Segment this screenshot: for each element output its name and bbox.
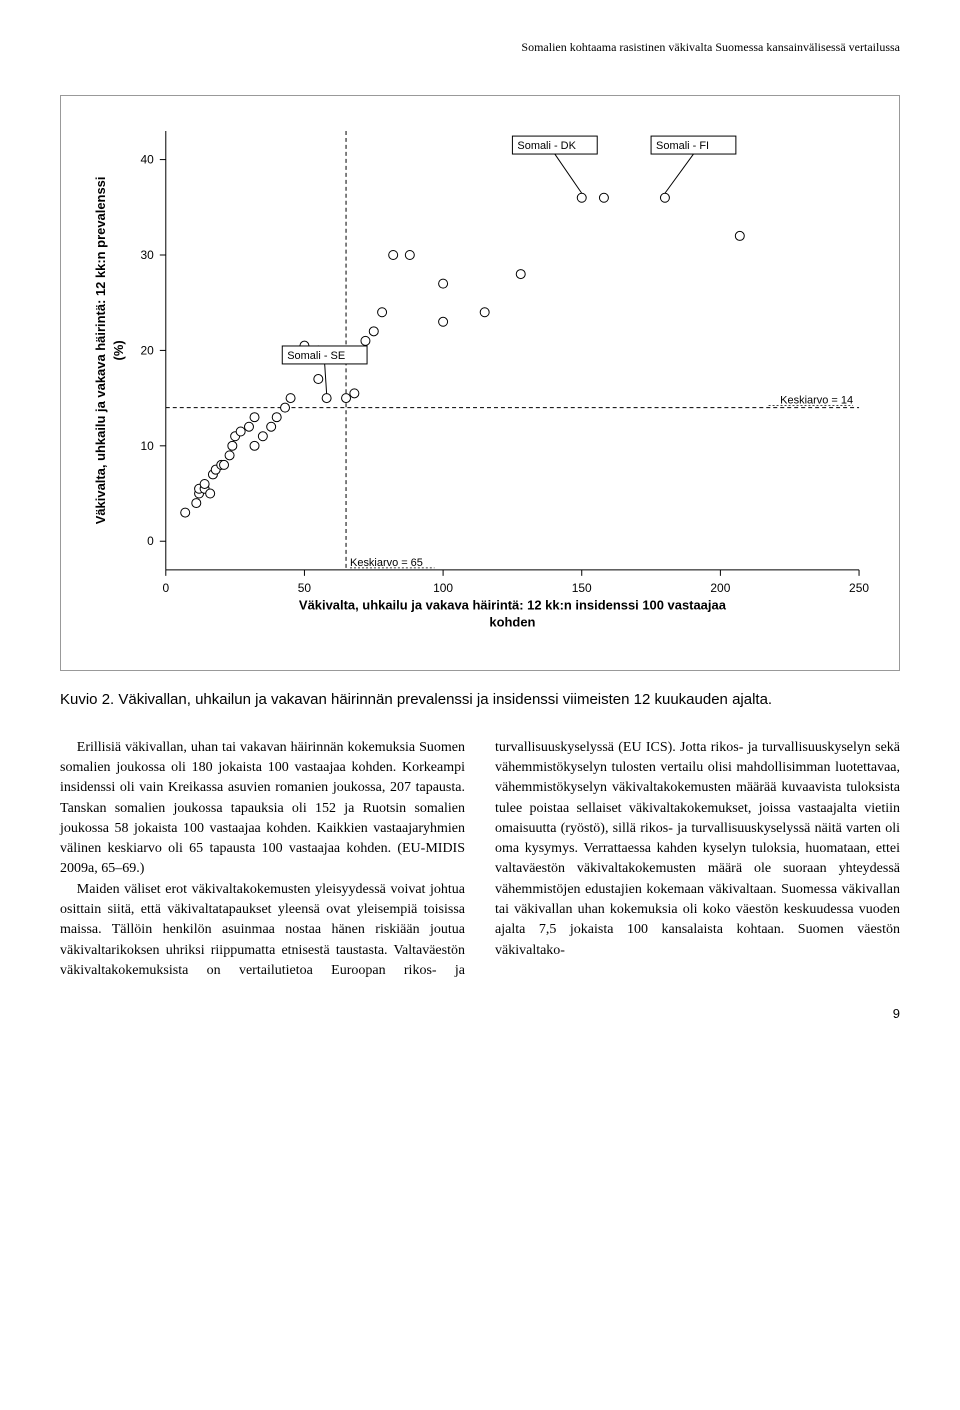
svg-text:200: 200 xyxy=(710,581,730,595)
svg-text:10: 10 xyxy=(141,439,155,453)
svg-text:40: 40 xyxy=(141,153,155,167)
svg-text:0: 0 xyxy=(162,581,169,595)
svg-text:100: 100 xyxy=(433,581,453,595)
svg-text:Somali - SE: Somali - SE xyxy=(287,350,345,362)
svg-text:50: 50 xyxy=(298,581,312,595)
svg-text:30: 30 xyxy=(141,248,155,262)
scatter-svg: 0 50 100 150 200 250 0 10 20 30 40 Keskiarvo = 65 Ke… xyxy=(81,116,879,655)
svg-text:Somali - FI: Somali - FI xyxy=(656,140,709,152)
svg-text:(%): (%) xyxy=(111,340,126,360)
running-header: Somalien kohtaama rasistinen väkivalta S… xyxy=(60,40,900,55)
svg-text:150: 150 xyxy=(572,581,592,595)
svg-text:Väkivalta, uhkailu ja vakava h: Väkivalta, uhkailu ja vakava häirintä: 1… xyxy=(93,177,108,525)
page-number: 9 xyxy=(60,1006,900,1021)
body-text: Erillisiä väkivallan, uhan tai vakavan h… xyxy=(60,738,900,982)
figure-caption: Kuvio 2. Väkivallan, uhkailun ja vakavan… xyxy=(60,691,900,708)
svg-text:250: 250 xyxy=(849,581,869,595)
svg-text:Somali - DK: Somali - DK xyxy=(517,140,576,152)
svg-text:Keskiarvo = 14: Keskiarvo = 14 xyxy=(780,395,853,407)
svg-text:0: 0 xyxy=(147,534,154,548)
svg-text:kohden: kohden xyxy=(489,615,535,630)
svg-text:20: 20 xyxy=(141,343,155,357)
body-paragraph: Erillisiä väkivallan, uhan tai vakavan h… xyxy=(60,738,465,880)
svg-text:Keskiarvo = 65: Keskiarvo = 65 xyxy=(350,557,423,569)
svg-text:Väkivalta, uhkailu ja vakava h: Väkivalta, uhkailu ja vakava häirintä: 1… xyxy=(299,598,727,613)
scatter-chart: 0 50 100 150 200 250 0 10 20 30 40 Keskiarvo = 65 Ke… xyxy=(60,95,900,671)
